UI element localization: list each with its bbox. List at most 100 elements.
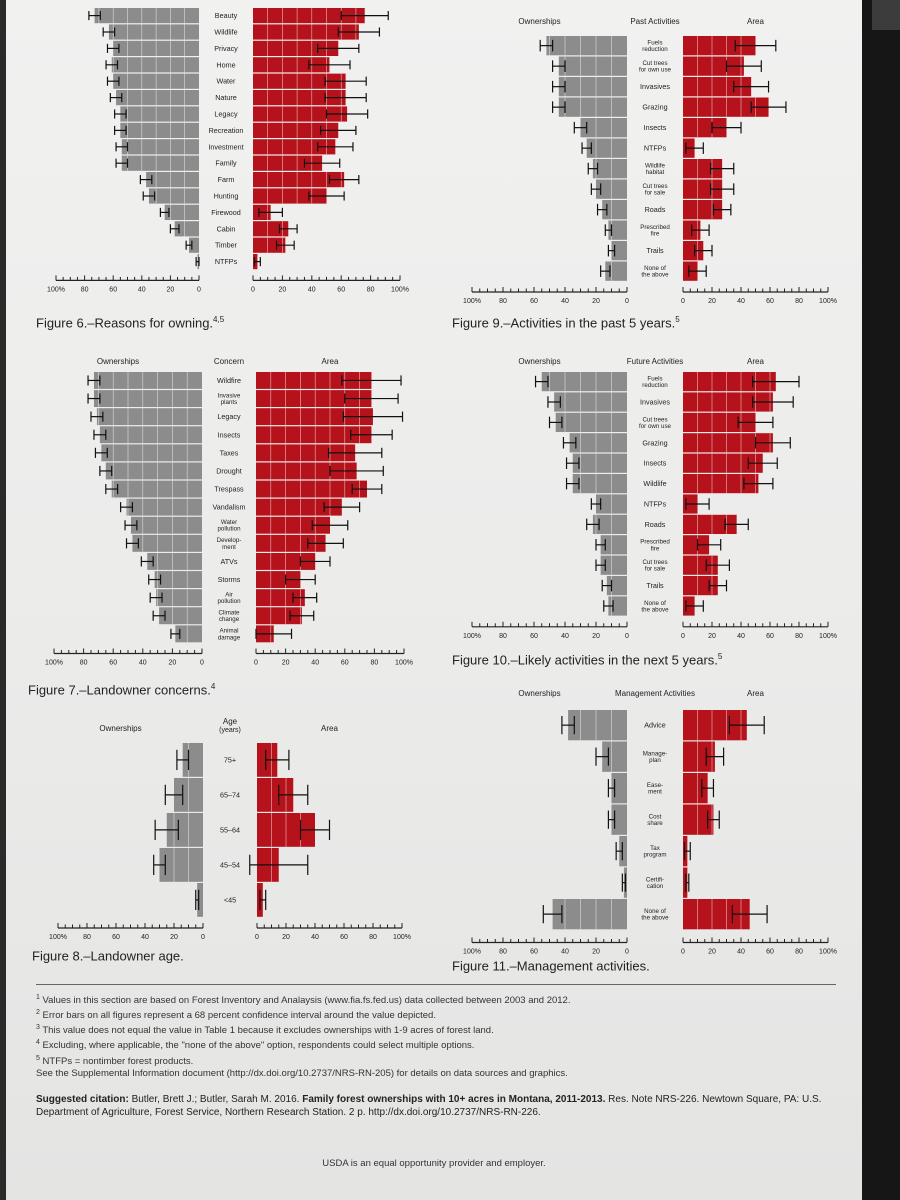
- tick-label-area: 80: [795, 949, 803, 955]
- ownership-bar: [611, 804, 627, 835]
- tick-label-ownership: 80: [83, 934, 91, 941]
- tick-label-ownership: 40: [141, 934, 149, 941]
- category-label: for sale: [645, 566, 666, 573]
- area-bar: [683, 241, 704, 261]
- tick-label-ownership: 60: [109, 286, 117, 293]
- tick-label-ownership: 100%: [463, 949, 481, 955]
- tick-label-ownership: 20: [592, 298, 600, 305]
- area-bar: [683, 200, 723, 220]
- category-label: Wildlife: [643, 479, 666, 488]
- area-bar: [256, 426, 372, 444]
- category-label: pollution: [217, 526, 241, 533]
- header-ownerships: Ownerships: [518, 17, 560, 26]
- chart-landowner-concerns: Ownerships Concern Area Wildfire Invasivepla…: [45, 357, 413, 667]
- caption-fig10: Figure 10.–Likely activities in the next…: [452, 652, 723, 668]
- category-label: share: [647, 820, 663, 827]
- category-label: program: [643, 852, 666, 859]
- category-label: plan: [649, 757, 661, 764]
- ownership-bar: [554, 392, 627, 412]
- category-label: Fuels: [647, 375, 662, 382]
- category-label: Cabin: [217, 224, 236, 233]
- ownership-bar: [572, 453, 627, 473]
- tick-label-ownership: 40: [561, 298, 569, 305]
- tick-label-area: 100%: [393, 934, 411, 941]
- usda-statement: USDA is an equal opportunity provider an…: [322, 1158, 546, 1169]
- tick-label-area: 0: [681, 949, 685, 955]
- ownership-bar: [105, 462, 202, 480]
- category-label: Grazing: [642, 103, 667, 112]
- ownership-bar: [96, 408, 202, 426]
- ownership-bar: [159, 848, 203, 882]
- ownership-bar: [126, 498, 202, 516]
- citation-authors: Butler, Brett J.; Butler, Sarah M. 2016.: [128, 1094, 303, 1105]
- tick-label-ownership: 60: [112, 934, 120, 941]
- ownership-bar: [99, 426, 202, 444]
- tick-label-area: 40: [311, 934, 319, 941]
- category-label: Cut trees: [642, 60, 667, 67]
- category-label: Insects: [644, 123, 667, 132]
- ownership-bar: [558, 56, 627, 76]
- category-label: <45: [224, 895, 236, 904]
- category-label: 45–54: [220, 860, 240, 869]
- ownership-bar: [568, 710, 627, 741]
- ownership-bar: [93, 372, 202, 389]
- tick-label-area: 80: [369, 934, 377, 941]
- area-bar: [253, 139, 336, 155]
- caption-fig11: Figure 11.–Management activities.: [452, 958, 650, 974]
- category-label: Ease-: [647, 782, 663, 789]
- category-label: Grazing: [642, 438, 667, 447]
- footnote-supplemental: See the Supplemental Information documen…: [36, 1067, 568, 1079]
- area-bar: [256, 444, 356, 462]
- tick-label-ownership: 0: [625, 298, 629, 305]
- ownership-bar: [611, 773, 627, 804]
- chart-future-activities: Ownerships Future Activities Area Fuelsredu…: [463, 357, 837, 640]
- caption-fig6: Figure 6.–Reasons for owning.4,5: [36, 315, 225, 331]
- page-corner: [872, 0, 900, 30]
- ownership-bar: [101, 444, 202, 462]
- category-label: Water: [221, 519, 237, 526]
- ownership-bar: [156, 589, 202, 607]
- category-label: Advice: [644, 721, 666, 730]
- header-area: Area: [747, 357, 764, 366]
- ownership-bar: [580, 118, 627, 138]
- ownership-bar: [546, 36, 627, 56]
- category-label: Manage-: [643, 751, 667, 758]
- chart-reasons-for-owning: Beauty Wildlife Privacy Home Water Nature Lega…: [47, 8, 409, 293]
- category-label: for own use: [639, 423, 672, 430]
- header-category: Age: [223, 717, 238, 726]
- tick-label-ownership: 100%: [463, 298, 481, 305]
- category-label: Climate: [219, 610, 241, 617]
- tick-label-ownership: 40: [561, 633, 569, 640]
- footnotes: 1 Values in this section are based on Fo…: [36, 992, 856, 1080]
- tick-label-area: 40: [737, 298, 745, 305]
- tick-label-ownership: 40: [138, 286, 146, 293]
- tick-label-ownership: 20: [169, 660, 177, 667]
- ownership-bar: [600, 555, 627, 575]
- area-bar: [683, 535, 710, 555]
- category-label: Animal: [220, 628, 239, 635]
- ownership-bar: [541, 372, 627, 392]
- area-bar: [256, 462, 357, 480]
- header-category: Management Activities: [615, 689, 695, 698]
- area-bar: [683, 159, 723, 179]
- category-label: Investment: [208, 142, 243, 151]
- header-ownerships: Ownerships: [518, 689, 560, 698]
- tick-label-ownership: 60: [530, 633, 538, 640]
- ownership-bar: [147, 553, 202, 570]
- tick-label-area: 100%: [819, 949, 837, 955]
- ownership-bar: [108, 24, 199, 40]
- tick-label-area: 0: [681, 298, 685, 305]
- category-label: Invasives: [640, 398, 670, 407]
- caption-fig9: Figure 9.–Activities in the past 5 years…: [452, 315, 680, 331]
- area-bar: [253, 40, 339, 56]
- area-bar: [253, 106, 348, 122]
- tick-label-area: 20: [708, 633, 716, 640]
- category-label: Certifi-: [646, 877, 664, 884]
- category-label: Invasives: [640, 82, 670, 91]
- ownership-bar: [572, 474, 627, 494]
- header-ownerships: Ownerships: [97, 357, 139, 366]
- ownership-bar: [569, 433, 627, 453]
- tick-label-ownership: 20: [167, 286, 175, 293]
- category-label: the above: [641, 606, 669, 613]
- ownership-bar: [111, 57, 199, 73]
